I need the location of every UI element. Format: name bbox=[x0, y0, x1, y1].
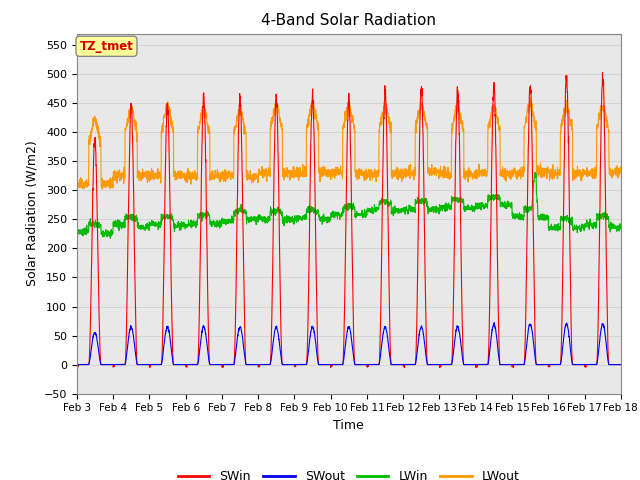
SWout bbox=[305, 343, 313, 349]
LWin bbox=[305, 209, 313, 215]
LWout bbox=[548, 170, 556, 176]
Line: SWout: SWout bbox=[77, 323, 621, 365]
LWin bbox=[548, 227, 556, 233]
LWin bbox=[106, 235, 114, 241]
Text: TZ_tmet: TZ_tmet bbox=[79, 40, 133, 53]
Line: LWin: LWin bbox=[77, 172, 621, 238]
LWin bbox=[73, 228, 81, 234]
LWout bbox=[607, 168, 614, 174]
LWin bbox=[168, 214, 175, 220]
SWin bbox=[219, 365, 227, 371]
LWin bbox=[282, 216, 289, 222]
LWout bbox=[168, 114, 175, 120]
SWout bbox=[135, 362, 143, 368]
LWout bbox=[99, 186, 106, 192]
LWout bbox=[282, 168, 289, 173]
LWout bbox=[527, 95, 534, 101]
LWout bbox=[305, 114, 313, 120]
X-axis label: Time: Time bbox=[333, 419, 364, 432]
SWout bbox=[282, 362, 289, 368]
LWout bbox=[617, 169, 625, 175]
SWin bbox=[607, 362, 614, 368]
LWin bbox=[135, 223, 143, 229]
SWin bbox=[282, 362, 289, 368]
SWin bbox=[598, 70, 606, 75]
SWin bbox=[305, 249, 313, 255]
SWin bbox=[167, 275, 175, 280]
SWout bbox=[73, 362, 81, 368]
LWout bbox=[73, 179, 81, 185]
SWout bbox=[607, 362, 614, 368]
SWin bbox=[617, 362, 625, 368]
SWin bbox=[73, 364, 81, 370]
Line: SWin: SWin bbox=[77, 72, 621, 368]
SWout bbox=[617, 362, 625, 368]
Y-axis label: Solar Radiation (W/m2): Solar Radiation (W/m2) bbox=[25, 141, 38, 287]
SWout bbox=[490, 320, 498, 325]
Legend: SWin, SWout, LWin, LWout: SWin, SWout, LWin, LWout bbox=[173, 465, 524, 480]
SWout bbox=[548, 362, 556, 368]
SWout bbox=[167, 345, 175, 350]
SWin bbox=[548, 362, 556, 368]
Title: 4-Band Solar Radiation: 4-Band Solar Radiation bbox=[261, 13, 436, 28]
LWin bbox=[607, 223, 614, 229]
LWin bbox=[617, 224, 625, 229]
SWin bbox=[135, 362, 143, 368]
LWin bbox=[531, 169, 539, 175]
Line: LWout: LWout bbox=[77, 98, 621, 189]
LWout bbox=[135, 174, 143, 180]
